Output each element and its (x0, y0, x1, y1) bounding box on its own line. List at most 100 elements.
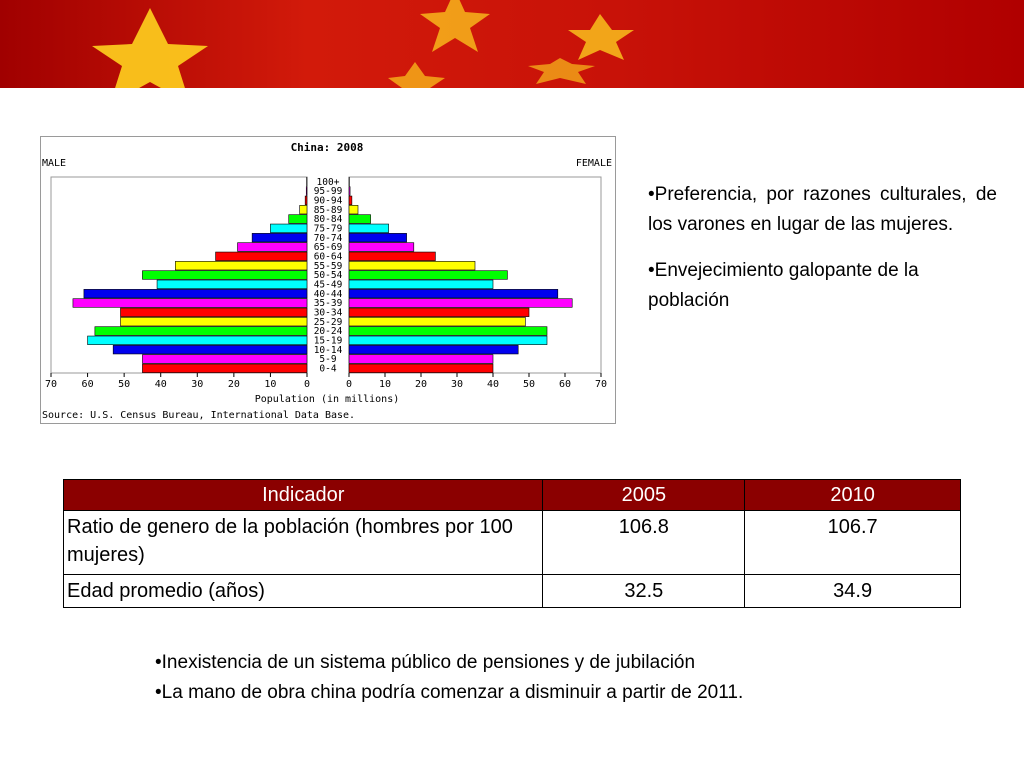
male-bar-90-94 (304, 195, 308, 205)
female-bar-35-39 (348, 298, 573, 308)
age-group-label: 10-14 (314, 345, 343, 356)
female-label: FEMALE (576, 158, 612, 169)
female-bar-40-44 (348, 289, 559, 299)
age-group-label: 20-24 (314, 326, 343, 337)
indicators-table: Indicador 2005 2010 Ratio de genero de l… (62, 479, 961, 608)
female-tick-label: 0 (346, 379, 352, 390)
male-tick-label: 30 (191, 379, 203, 390)
female-tick-label: 60 (559, 379, 571, 390)
age-group-label: 25-29 (314, 317, 343, 328)
female-tick-label: 40 (487, 379, 499, 390)
bullet-item: •Inexistencia de un sistema público de p… (155, 652, 696, 673)
male-tick-label: 60 (82, 379, 94, 390)
male-bar-40-44 (83, 289, 308, 299)
female-tick-label: 70 (595, 379, 607, 390)
bullet-item: •La mano de obra china podría comenzar a… (155, 682, 744, 703)
age-group-label: 50-54 (314, 270, 343, 281)
cell-2005: 106.8 (542, 510, 746, 575)
male-tick-label: 40 (155, 379, 167, 390)
female-bar-45-49 (348, 279, 494, 289)
age-group-label: 5-9 (319, 354, 336, 365)
table-row: Ratio de genero de la población (hombres… (62, 510, 961, 575)
male-bar-15-19 (87, 335, 308, 345)
male-bar-65-69 (237, 242, 308, 252)
female-tick-label: 30 (451, 379, 463, 390)
female-bar-55-59 (348, 261, 476, 271)
male-bar-55-59 (175, 261, 308, 271)
cell-2010: 106.7 (744, 510, 961, 575)
age-group-label: 95-99 (314, 186, 343, 197)
bullet-list-bottom: •Inexistencia de un sistema público de p… (155, 648, 743, 708)
female-tick-label: 50 (523, 379, 535, 390)
bullet-list-right: •Preferencia, por razones culturales, de… (648, 180, 997, 332)
age-group-label: 55-59 (314, 261, 343, 272)
header-2005: 2005 (542, 479, 746, 511)
age-group-label: 35-39 (314, 298, 343, 309)
chart-title: China: 2008 (291, 141, 364, 154)
age-group-label: 15-19 (314, 336, 343, 347)
female-tick-label: 10 (379, 379, 391, 390)
star-icon (388, 62, 445, 88)
age-group-label: 70-74 (314, 233, 343, 244)
female-bar-65-69 (348, 242, 415, 252)
male-bar-25-29 (120, 317, 308, 327)
male-bar-60-64 (215, 251, 308, 261)
row-label: Edad promedio (años) (62, 574, 544, 608)
male-bar-70-74 (251, 233, 308, 243)
male-bar-5-9 (142, 354, 308, 364)
female-bar-10-14 (348, 345, 519, 355)
header-indicador: Indicador (62, 479, 544, 511)
male-tick-label: 10 (264, 379, 276, 390)
male-bar-95-99 (305, 186, 308, 196)
bullet-item: •Envejecimiento galopante de la població… (648, 260, 919, 311)
female-bar-30-34 (348, 307, 530, 317)
age-group-label: 85-89 (314, 205, 343, 216)
female-bar-0-4 (348, 363, 494, 373)
female-bar-25-29 (348, 317, 526, 327)
flag-banner (0, 0, 1024, 88)
female-bar-80-84 (348, 214, 371, 224)
male-bar-50-54 (142, 270, 308, 280)
table-row: Edad promedio (años) 32.5 34.9 (62, 574, 961, 608)
cell-2010: 34.9 (744, 574, 961, 608)
female-tick-label: 20 (415, 379, 427, 390)
male-label: MALE (42, 158, 66, 169)
female-bar-5-9 (348, 354, 494, 364)
header-2010: 2010 (744, 479, 961, 511)
age-group-label: 75-79 (314, 224, 343, 235)
age-group-label: 65-69 (314, 242, 343, 253)
female-bar-60-64 (348, 251, 436, 261)
x-axis-label: Population (in millions) (255, 394, 400, 405)
male-tick-label: 70 (45, 379, 57, 390)
male-tick-label: 20 (228, 379, 240, 390)
male-bar-85-89 (299, 205, 308, 215)
bullet-item: •Preferencia, por razones culturales, de… (648, 184, 997, 235)
female-bar-85-89 (348, 205, 359, 215)
male-bar-10-14 (112, 345, 308, 355)
male-bar-75-79 (270, 223, 308, 233)
population-pyramid-chart: China: 2008 MALE FEMALE 0-4 5-9 10-14 15-19… (40, 136, 616, 424)
star-icon (92, 8, 208, 88)
male-bar-80-84 (288, 214, 308, 224)
female-bar-95-99 (348, 186, 351, 196)
age-group-label: 60-64 (314, 252, 343, 263)
male-tick-label: 50 (118, 379, 130, 390)
male-bar-20-24 (94, 326, 308, 336)
cell-2005: 32.5 (542, 574, 746, 608)
male-bar-45-49 (156, 279, 308, 289)
age-group-label: 30-34 (314, 308, 343, 319)
female-bar-70-74 (348, 233, 407, 243)
female-bar-50-54 (348, 270, 508, 280)
female-bar-90-94 (348, 195, 353, 205)
star-icon (568, 14, 634, 60)
source-note: Source: U.S. Census Bureau, Internationa… (42, 410, 355, 421)
male-bar-0-4 (142, 363, 308, 373)
age-group-label: 40-44 (314, 289, 343, 300)
star-decoration (92, 0, 634, 88)
age-group-label: 0-4 (319, 364, 336, 375)
female-bar-20-24 (348, 326, 548, 336)
male-bar-35-39 (72, 298, 308, 308)
age-group-label: 80-84 (314, 214, 343, 225)
row-label: Ratio de genero de la población (hombres… (62, 510, 544, 575)
age-group-label: 100+ (317, 177, 340, 188)
